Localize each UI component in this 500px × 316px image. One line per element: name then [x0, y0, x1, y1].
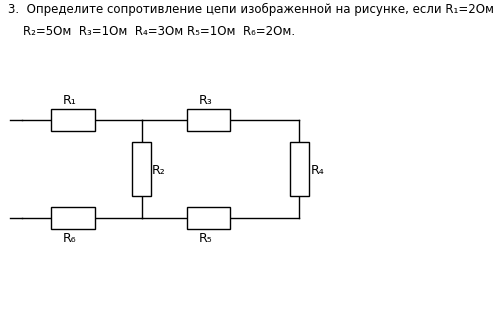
Text: R₅: R₅ — [199, 232, 212, 245]
Bar — [290, 142, 308, 196]
Bar — [187, 109, 230, 131]
Text: R₁: R₁ — [63, 94, 77, 107]
Bar — [51, 207, 94, 229]
Text: R₂=5Ом  R₃=1Ом  R₄=3Ом R₅=1Ом  R₆=2Ом.: R₂=5Ом R₃=1Ом R₄=3Ом R₅=1Ом R₆=2Ом. — [8, 25, 295, 38]
Text: R₂: R₂ — [152, 164, 166, 177]
Text: R₃: R₃ — [199, 94, 212, 107]
Bar — [187, 207, 230, 229]
Text: R₆: R₆ — [63, 232, 76, 245]
Text: R₄: R₄ — [311, 164, 325, 177]
Bar — [51, 109, 94, 131]
Bar — [132, 142, 151, 196]
Text: 3.  Определите сопротивление цепи изображенной на рисунке, если R₁=2Ом: 3. Определите сопротивление цепи изображ… — [8, 3, 494, 16]
